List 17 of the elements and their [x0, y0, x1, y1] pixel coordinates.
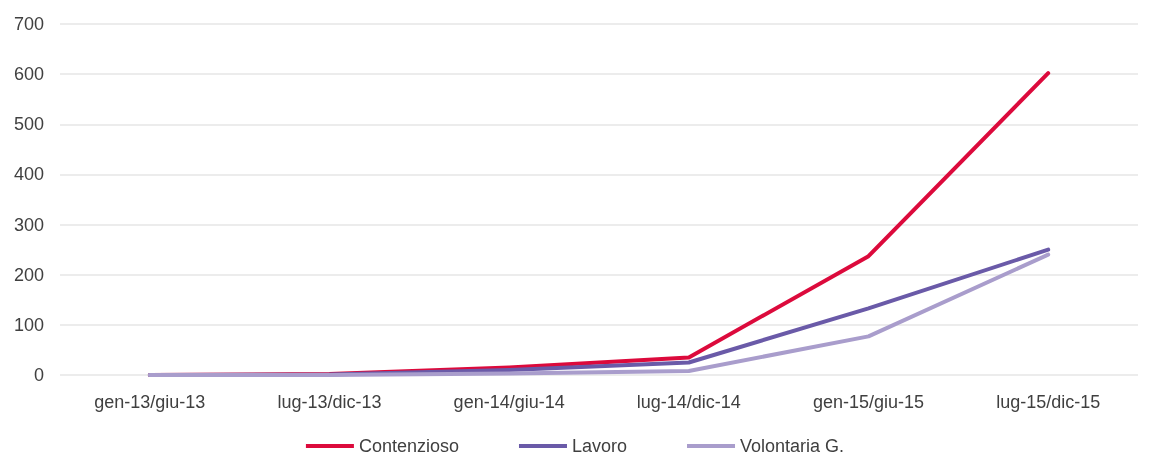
x-tick-label: lug-13/dic-13: [277, 392, 382, 412]
x-tick-label: gen-13/giu-13: [94, 392, 206, 412]
y-tick-label: 0: [33, 365, 44, 385]
x-tick-label: lug-15/dic-15: [996, 392, 1101, 412]
y-tick-label: 100: [13, 314, 44, 335]
legend-label: Contenzioso: [358, 436, 459, 456]
legend-label: Lavoro: [571, 436, 628, 456]
y-tick-label: 600: [13, 64, 44, 85]
y-tick-label: 700: [13, 14, 44, 34]
y-tick-label: 200: [13, 264, 44, 285]
y-tick-label: 500: [13, 114, 44, 135]
x-tick-label: gen-15/giu-15: [812, 392, 925, 412]
legend-label: Volontaria G.: [740, 436, 845, 456]
y-tick-label: 300: [13, 214, 44, 235]
y-tick-label: 400: [13, 164, 44, 185]
x-tick-label: lug-14/dic-14: [636, 392, 741, 412]
x-tick-label: gen-14/giu-14: [453, 392, 565, 412]
